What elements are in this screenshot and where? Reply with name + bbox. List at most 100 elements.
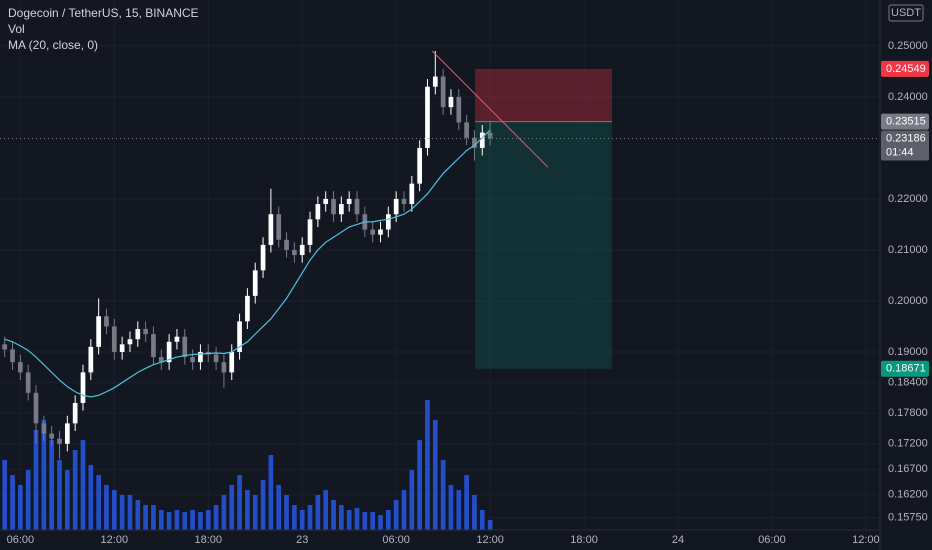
currency-badge[interactable]: [888, 4, 924, 22]
volume-bar: [229, 485, 235, 530]
volume-bar: [205, 510, 211, 530]
volume-bar: [370, 512, 376, 530]
y-tick-label: 0.18400: [888, 376, 928, 388]
volume-bar: [135, 500, 141, 530]
candle-body: [18, 362, 23, 373]
volume-bar: [2, 460, 8, 530]
price-badge: [881, 360, 929, 377]
price-badge: [881, 113, 929, 130]
candle-body: [166, 341, 172, 363]
volume-label: Vol: [8, 22, 25, 36]
y-tick-label: 0.16700: [888, 463, 928, 475]
volume-bar: [72, 450, 78, 530]
x-tick-label: 23: [296, 534, 308, 546]
candle-body: [385, 214, 391, 230]
candle-body: [276, 214, 282, 240]
target-zone: [475, 121, 612, 369]
volume-bar: [487, 520, 493, 530]
y-tick-label: 0.20000: [888, 295, 928, 307]
y-tick-label: 0.24000: [888, 91, 928, 103]
candle-body: [346, 198, 352, 205]
candle-body: [487, 132, 493, 139]
y-tick-label: 0.16200: [888, 489, 928, 501]
candle-body: [284, 239, 289, 250]
volume-bar: [198, 512, 203, 530]
y-tick-label: 0.25000: [888, 40, 928, 52]
candle-body: [33, 392, 39, 424]
candle-body: [213, 354, 219, 363]
volume-bar: [378, 515, 383, 530]
volume-bar: [80, 440, 86, 530]
candle-body: [354, 198, 360, 215]
volume-bar: [104, 485, 109, 530]
candle-body: [182, 336, 188, 358]
volume-bar: [409, 470, 415, 530]
candle-body: [111, 326, 117, 352]
volume-bar: [440, 460, 446, 530]
volume-bar: [245, 490, 250, 530]
volume-bar: [18, 485, 23, 530]
volume-bar: [323, 490, 329, 530]
currency[interactable]: USDT: [891, 7, 921, 19]
candle-body: [135, 329, 141, 340]
price-badge-label: 0.18671: [886, 363, 926, 375]
volume-bar: [268, 455, 274, 530]
volume-bar: [49, 440, 55, 530]
volume-bar: [339, 505, 344, 530]
volume-bar: [143, 505, 148, 530]
candle-body: [370, 229, 376, 235]
volume-bar: [299, 510, 305, 530]
volume-bar: [284, 495, 289, 530]
x-tick-label: 12:00: [101, 534, 129, 546]
candle-body: [143, 329, 148, 335]
y-tick-label: 0.15750: [888, 512, 928, 524]
y-tick-label: 0.21000: [888, 244, 928, 256]
x-tick-label: 18:00: [570, 534, 598, 546]
candle-body: [237, 321, 242, 352]
ma-label: MA (20, close, 0): [8, 38, 98, 52]
countdown: 01:44: [886, 146, 914, 158]
y-tick-label: 0.17800: [888, 407, 928, 419]
price-badge-label: 0.24549: [886, 63, 926, 75]
candle-body: [440, 76, 446, 108]
volume-bar: [166, 512, 172, 530]
volume-bar: [401, 490, 407, 530]
candle-body: [417, 147, 422, 184]
volume-bar: [464, 475, 469, 530]
candle-body: [323, 198, 329, 205]
candle-body: [268, 214, 274, 245]
x-tick-label: 24: [672, 534, 684, 546]
volume-bar: [119, 495, 125, 530]
volume-bar: [354, 508, 360, 530]
candle-body: [252, 270, 258, 296]
volume-bar: [425, 400, 430, 530]
x-tick-label: 12:00: [852, 534, 880, 546]
candle-body: [25, 372, 31, 393]
candle-body: [315, 204, 321, 220]
volume-bar: [448, 485, 454, 530]
price-badge: [881, 130, 929, 161]
volume-bar: [127, 495, 133, 530]
y-tick-label: 0.22000: [888, 193, 928, 205]
candle-body: [464, 122, 469, 138]
candle-body: [409, 183, 415, 205]
candle-body: [158, 357, 164, 363]
candle-body: [299, 244, 305, 256]
price-badge-label: 0.23515: [886, 116, 926, 128]
candle-body: [425, 86, 430, 148]
volume-bar: [174, 510, 180, 530]
volume-bar: [190, 510, 195, 530]
volume-bar: [331, 500, 336, 530]
volume-bar: [260, 480, 266, 530]
candle-body: [190, 357, 195, 363]
volume-bar: [182, 512, 188, 530]
volume-bar: [276, 485, 282, 530]
candle-body: [456, 96, 462, 123]
volume-bar: [237, 475, 242, 530]
candle-body: [198, 351, 203, 363]
candle-body: [292, 249, 297, 256]
volume-bar: [64, 470, 70, 530]
candle-body: [96, 316, 101, 347]
candle-body: [448, 96, 454, 108]
